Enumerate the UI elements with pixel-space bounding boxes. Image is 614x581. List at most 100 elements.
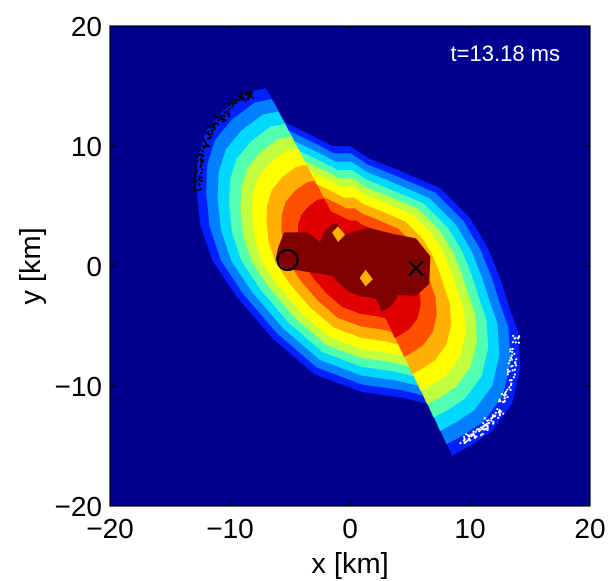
x-tick-label: 20 xyxy=(574,513,605,544)
particle-black xyxy=(209,136,212,139)
particle-black xyxy=(207,130,211,133)
particle-black xyxy=(223,107,227,110)
particle-black xyxy=(196,159,199,162)
particle-black xyxy=(200,159,203,162)
particle-white xyxy=(511,350,514,354)
core-blob-3 xyxy=(359,269,373,287)
particle-black xyxy=(210,130,214,133)
particle-black xyxy=(193,189,196,192)
particle-white xyxy=(511,341,514,344)
particle-white xyxy=(490,417,493,420)
particle-white xyxy=(517,341,521,344)
particle-white xyxy=(506,373,509,376)
particle-black xyxy=(195,180,198,183)
particle-black xyxy=(222,114,226,118)
particle-black xyxy=(231,103,235,107)
x-tick-label: 0 xyxy=(342,513,358,544)
particle-black xyxy=(222,120,225,123)
particle-white xyxy=(514,341,517,344)
particle-black xyxy=(217,118,221,121)
particle-black xyxy=(220,118,223,121)
particle-white xyxy=(511,364,514,367)
circle-marker xyxy=(276,248,299,272)
x-tick-label: −10 xyxy=(206,513,254,544)
particle-black xyxy=(211,133,214,136)
particle-white xyxy=(491,414,494,417)
particle-white xyxy=(511,347,514,351)
particle-white xyxy=(472,433,475,436)
particle-black xyxy=(199,164,203,167)
particle-white xyxy=(496,407,499,411)
particle-black xyxy=(216,116,219,119)
particle-white xyxy=(501,400,505,404)
particle-black xyxy=(233,101,236,104)
cross-marker xyxy=(408,260,424,277)
particle-white xyxy=(502,412,505,415)
particle-black xyxy=(195,169,198,172)
particle-streams xyxy=(192,90,521,445)
particle-white xyxy=(510,379,513,382)
x-tick-label: −20 xyxy=(86,513,134,544)
y-tick-label: 0 xyxy=(86,251,102,282)
particle-white xyxy=(497,410,500,414)
particle-white xyxy=(479,426,483,429)
particle-white xyxy=(507,362,510,365)
particle-black xyxy=(209,126,212,129)
particle-black xyxy=(193,183,197,186)
cross-marker-stroke xyxy=(408,260,424,277)
particle-white xyxy=(462,435,466,439)
particle-white xyxy=(508,370,511,373)
particle-white xyxy=(514,364,518,367)
particle-black xyxy=(230,98,234,101)
particle-white xyxy=(513,373,516,376)
particle-white xyxy=(506,395,509,399)
particle-white xyxy=(513,352,516,355)
particle-black xyxy=(202,146,205,150)
y-axis-label: y [km] xyxy=(15,227,47,304)
particle-white xyxy=(493,415,496,418)
particle-white xyxy=(512,376,515,379)
y-tick-label: −20 xyxy=(55,491,103,522)
particle-black xyxy=(222,117,226,121)
particle-white xyxy=(508,359,511,362)
particle-white xyxy=(494,411,497,414)
axis-ticks xyxy=(109,25,591,507)
time-annotation: t=13.18 ms xyxy=(451,41,560,66)
particle-white xyxy=(511,369,514,372)
particle-black xyxy=(199,166,202,169)
particle-black xyxy=(206,124,209,127)
particle-black xyxy=(240,93,243,97)
particle-white xyxy=(492,420,495,424)
particle-white xyxy=(463,441,466,445)
particle-black xyxy=(193,178,196,181)
particle-white xyxy=(478,428,481,431)
particle-black xyxy=(246,91,249,94)
particle-white xyxy=(506,370,510,374)
particle-black xyxy=(196,188,199,192)
particle-black xyxy=(240,98,243,101)
particle-white xyxy=(512,334,515,337)
particle-black xyxy=(198,176,201,180)
particle-black xyxy=(226,112,229,115)
particle-white xyxy=(518,335,521,338)
particle-black xyxy=(244,90,248,93)
particle-black xyxy=(201,168,204,171)
particle-white xyxy=(509,383,513,387)
particle-white xyxy=(509,356,513,360)
particle-black xyxy=(244,92,247,96)
particle-black xyxy=(197,153,201,156)
particle-black xyxy=(248,91,252,94)
particle-white xyxy=(513,337,516,340)
particle-white xyxy=(465,433,468,436)
particle-black xyxy=(200,176,203,179)
particle-black xyxy=(251,96,254,99)
particle-white xyxy=(498,409,501,412)
particle-white xyxy=(505,390,508,393)
particle-black xyxy=(240,91,243,95)
x-tick-labels: −20 −10 0 10 20 xyxy=(86,513,605,544)
particle-black xyxy=(192,180,195,183)
particle-white xyxy=(482,422,485,425)
particle-black xyxy=(201,150,205,153)
particle-black xyxy=(249,95,252,98)
particle-black xyxy=(228,102,231,105)
